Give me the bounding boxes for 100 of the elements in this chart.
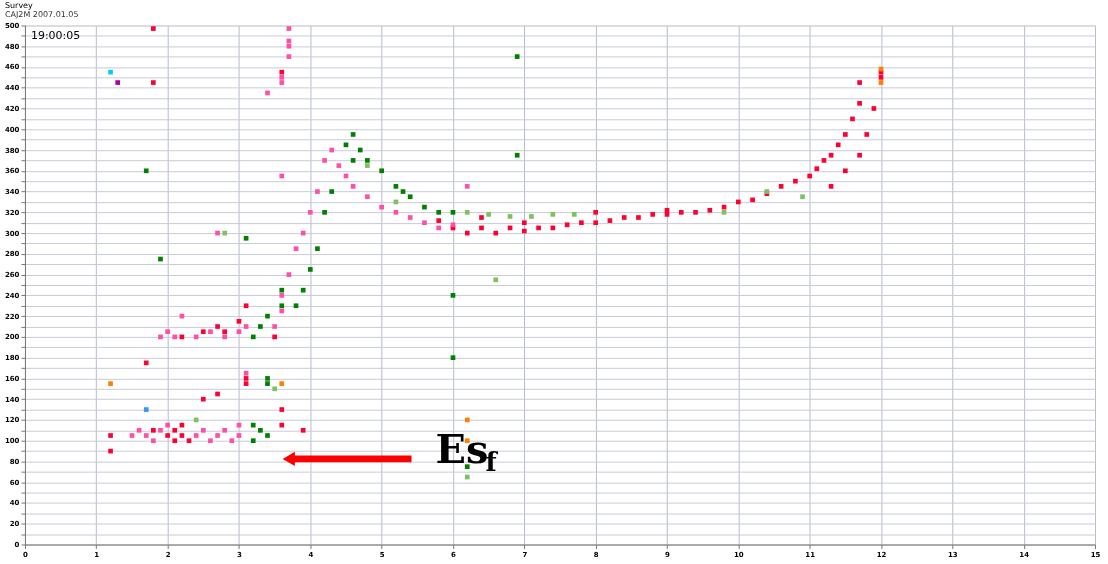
point: [208, 438, 213, 444]
point: [365, 163, 370, 168]
point: [272, 386, 277, 392]
annotation: 19:00:05: [30, 29, 81, 43]
point: [222, 334, 228, 340]
point: [215, 433, 220, 438]
point: [436, 209, 442, 215]
point: [236, 433, 242, 438]
point: [243, 235, 249, 241]
point: [143, 407, 149, 412]
point: [300, 287, 306, 293]
point: [265, 381, 270, 386]
point: [229, 438, 235, 444]
point: [315, 189, 320, 194]
point: [322, 209, 327, 215]
point: [200, 427, 206, 433]
point: [464, 474, 470, 480]
point: [265, 90, 270, 96]
point: [422, 220, 427, 226]
point: [136, 427, 142, 433]
point: [243, 370, 249, 376]
point: [193, 433, 199, 438]
point: [279, 173, 285, 179]
point: [265, 313, 270, 319]
point: [307, 267, 313, 272]
point: [365, 158, 370, 163]
point: [115, 80, 121, 85]
point: [450, 293, 456, 298]
point: [322, 158, 327, 163]
point: [286, 272, 292, 277]
point: [250, 334, 256, 340]
point: [279, 75, 285, 80]
point: [493, 277, 499, 283]
point: [464, 417, 470, 423]
point: [514, 152, 520, 158]
point: [350, 132, 356, 137]
point: [407, 194, 413, 200]
point: [279, 381, 285, 386]
point: [265, 376, 270, 381]
point: [571, 212, 577, 217]
point: [357, 147, 363, 153]
point: [129, 433, 135, 438]
point: [265, 433, 270, 438]
point: [258, 324, 263, 329]
chart-subtitle: CAJ2M 2007.01.05: [4, 10, 79, 20]
point: [222, 230, 228, 236]
point: [350, 184, 356, 189]
point: [165, 329, 170, 335]
point: [436, 225, 442, 231]
point: [279, 293, 285, 298]
point: [286, 54, 292, 59]
point: [379, 204, 384, 210]
chart-title: Survey: [4, 1, 33, 11]
point: [464, 184, 470, 189]
point: [464, 209, 470, 215]
point: [550, 212, 556, 217]
point: [193, 417, 199, 423]
point: [507, 214, 513, 219]
point: [878, 80, 884, 85]
point: [165, 422, 170, 428]
point: [300, 230, 306, 236]
point: [222, 427, 228, 433]
point: [293, 246, 299, 251]
point: [279, 308, 285, 314]
point: [172, 334, 178, 340]
point: [315, 246, 320, 251]
point: [393, 184, 399, 189]
point: [286, 26, 292, 31]
point: [293, 303, 299, 309]
point: [279, 80, 285, 85]
point: [464, 464, 470, 469]
point: [215, 230, 220, 236]
point: [143, 433, 149, 438]
point: [286, 43, 292, 49]
point: [307, 209, 313, 215]
point: [450, 209, 456, 215]
point: [365, 194, 370, 200]
point: [272, 324, 277, 329]
point: [486, 212, 491, 217]
point: [193, 334, 199, 340]
point: [243, 324, 249, 329]
point: [529, 214, 534, 219]
point: [721, 209, 727, 215]
point: [143, 168, 149, 174]
point: [800, 194, 805, 200]
point: [208, 329, 213, 335]
point: [258, 427, 263, 433]
point: [422, 204, 427, 210]
point: [400, 189, 406, 194]
point: [336, 163, 342, 168]
point: [250, 438, 256, 444]
point: [151, 438, 156, 444]
point: [158, 427, 163, 433]
point: [108, 381, 113, 386]
point: [350, 158, 356, 163]
point: [279, 303, 285, 309]
point: [450, 355, 456, 360]
point: [158, 256, 163, 262]
point: [279, 287, 285, 293]
point: [514, 54, 520, 59]
